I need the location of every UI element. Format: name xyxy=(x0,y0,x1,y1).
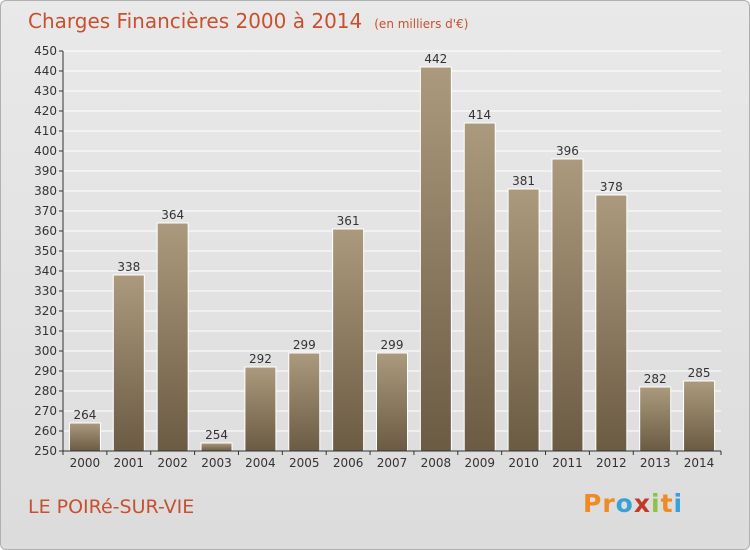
chart-title-text: Charges Financières 2000 à 2014 xyxy=(28,9,363,33)
x-tick-label: 2010 xyxy=(508,456,539,470)
chart-unit: (en milliers d'€) xyxy=(374,17,469,31)
y-tick-label: 370 xyxy=(34,204,57,218)
data-label: 299 xyxy=(293,338,316,352)
commune-name: LE POIRé-SUR-VIE xyxy=(28,496,195,518)
bar-2000 xyxy=(68,422,101,452)
y-tick-label: 300 xyxy=(34,344,57,358)
data-label: 292 xyxy=(249,352,272,366)
bar-2007 xyxy=(376,352,408,452)
bar-2006 xyxy=(332,228,365,452)
x-tick-label: 2001 xyxy=(114,456,145,470)
bar-2005 xyxy=(288,352,321,452)
bar-2009 xyxy=(463,122,496,452)
y-tick-label: 360 xyxy=(34,224,57,238)
x-tick-label: 2003 xyxy=(201,456,232,470)
data-label: 361 xyxy=(337,214,360,228)
y-tick-label: 290 xyxy=(34,364,57,378)
y-tick-label: 380 xyxy=(34,184,57,198)
y-tick-label: 320 xyxy=(34,304,57,318)
logo-letter: P xyxy=(583,489,603,518)
chart-title: Charges Financières 2000 à 2014 (en milli… xyxy=(28,9,468,33)
data-label: 254 xyxy=(205,428,228,442)
data-label: 378 xyxy=(600,180,623,194)
y-tick-label: 280 xyxy=(34,384,57,398)
data-label: 396 xyxy=(556,144,579,158)
bar-2004 xyxy=(244,366,277,452)
y-tick-label: 260 xyxy=(34,424,57,438)
x-tick-label: 2005 xyxy=(289,456,320,470)
x-tick-label: 2002 xyxy=(157,456,188,470)
bar-2014 xyxy=(683,380,716,452)
y-tick-label: 440 xyxy=(34,64,57,78)
x-tick-label: 2004 xyxy=(245,456,276,470)
bar-2011 xyxy=(551,158,584,452)
logo-letter: i xyxy=(651,489,661,518)
y-tick-label: 390 xyxy=(34,164,57,178)
data-label: 299 xyxy=(381,338,404,352)
data-label: 282 xyxy=(644,372,667,386)
x-tick-label: 2011 xyxy=(552,456,583,470)
data-label: 264 xyxy=(73,408,96,422)
y-tick-label: 350 xyxy=(34,244,57,258)
y-tick-label: 310 xyxy=(34,324,57,338)
logo-letter: t xyxy=(660,489,674,518)
x-tick-label: 2009 xyxy=(464,456,495,470)
data-label: 414 xyxy=(468,108,491,122)
x-tick-label: 2000 xyxy=(70,456,101,470)
data-label: 364 xyxy=(161,208,184,222)
proxiti-logo[interactable]: Proxiti xyxy=(583,489,683,518)
bar-2002 xyxy=(156,222,189,452)
logo-letter: x xyxy=(633,489,651,518)
bar-2012 xyxy=(595,194,628,452)
bar-2013 xyxy=(639,386,672,452)
y-tick-label: 430 xyxy=(34,84,57,98)
y-tick-label: 250 xyxy=(34,444,57,458)
bar-2008 xyxy=(419,66,452,452)
y-tick-label: 400 xyxy=(34,144,57,158)
data-label: 442 xyxy=(424,52,447,66)
bar-2001 xyxy=(112,274,145,452)
bar-2010 xyxy=(507,188,540,452)
logo-letter: i xyxy=(673,489,684,518)
data-label: 338 xyxy=(117,260,140,274)
data-label: 285 xyxy=(688,366,711,380)
y-tick-label: 420 xyxy=(34,104,57,118)
y-tick-label: 450 xyxy=(34,44,57,58)
x-tick-label: 2012 xyxy=(596,456,627,470)
x-tick-label: 2007 xyxy=(377,456,408,470)
axes: 250 260 270 280 290 300 310 320 330 340 350 360 370 3… xyxy=(34,44,722,470)
data-label: 381 xyxy=(512,174,535,188)
y-tick-label: 340 xyxy=(34,264,57,278)
y-tick-label: 270 xyxy=(34,404,57,418)
logo-letter: r xyxy=(602,489,616,518)
bar-2003 xyxy=(200,442,233,452)
bars: 264 338 364 254 292 299 361 299 442 414 381 396 378 2… xyxy=(68,52,716,452)
x-tick-label: 2008 xyxy=(421,456,452,470)
x-tick-label: 2013 xyxy=(640,456,671,470)
x-tick-label: 2014 xyxy=(684,456,715,470)
logo-letter: o xyxy=(615,489,634,518)
y-tick-label: 410 xyxy=(34,124,57,138)
x-tick-label: 2006 xyxy=(333,456,364,470)
y-tick-label: 330 xyxy=(34,284,57,298)
